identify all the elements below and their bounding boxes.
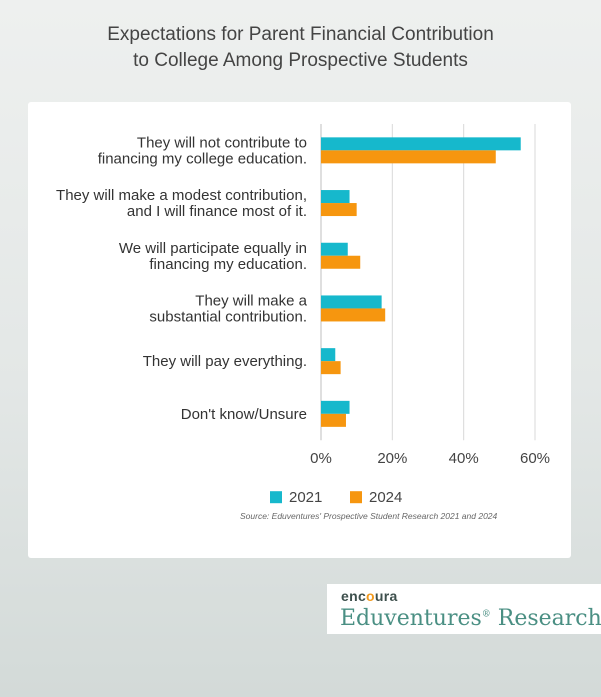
category-label: Don't know/Unsure [181,406,307,423]
bar-2024 [321,255,361,269]
legend-swatch-2024 [350,491,362,504]
category-label: financing my college education. [98,150,307,167]
category-label: They will make a [195,292,307,309]
bar-2024 [321,361,341,375]
bar-chart: 0% 20% 40% 60%They will not contribute tofi… [56,124,550,506]
bar-2021 [321,242,348,256]
x-tick-label: 0% [310,450,332,467]
category-label: They will not contribute to [137,134,307,151]
category-label: We will participate equally in [119,240,307,257]
category-label: They will pay everything. [143,353,307,370]
chart-card: 0% 20% 40% 60% They will not contribute to fi… [28,102,571,558]
x-tick-label: 60% [520,450,550,467]
x-tick-label: 40% [449,450,479,467]
category-label: substantial contribution. [149,308,307,325]
bar-2024 [321,203,357,217]
legend-label-2021: 2021 [289,489,322,506]
x-tick-label: 20% [377,450,407,467]
bar-2021 [321,400,350,414]
bar-2024 [321,413,346,427]
chart-title-line-1: Expectations for Parent Financial Contri… [107,24,494,45]
chart-title-line-2: to College Among Prospective Students [133,50,468,71]
bar-2024 [321,150,496,164]
encoura-logo: encoura [341,588,398,604]
chart-title: Expectations for Parent Financial Contri… [0,22,601,74]
bar-2021 [321,190,350,204]
legend-label-2024: 2024 [369,489,402,506]
category-label: and I will finance most of it. [127,203,307,220]
category-label: financing my education. [149,256,307,273]
bar-2021 [321,137,521,151]
eduventures-research-logo: Eduventures® Research [340,606,601,631]
bar-2021 [321,295,382,309]
bar-2021 [321,348,336,362]
legend-swatch-2021 [270,491,282,504]
source-note: Source: Eduventures' Prospective Student… [240,511,498,521]
bar-2024 [321,308,386,322]
brand-logo: encoura Eduventures® Research [327,584,601,634]
category-label: They will make a modest contribution, [56,187,307,204]
